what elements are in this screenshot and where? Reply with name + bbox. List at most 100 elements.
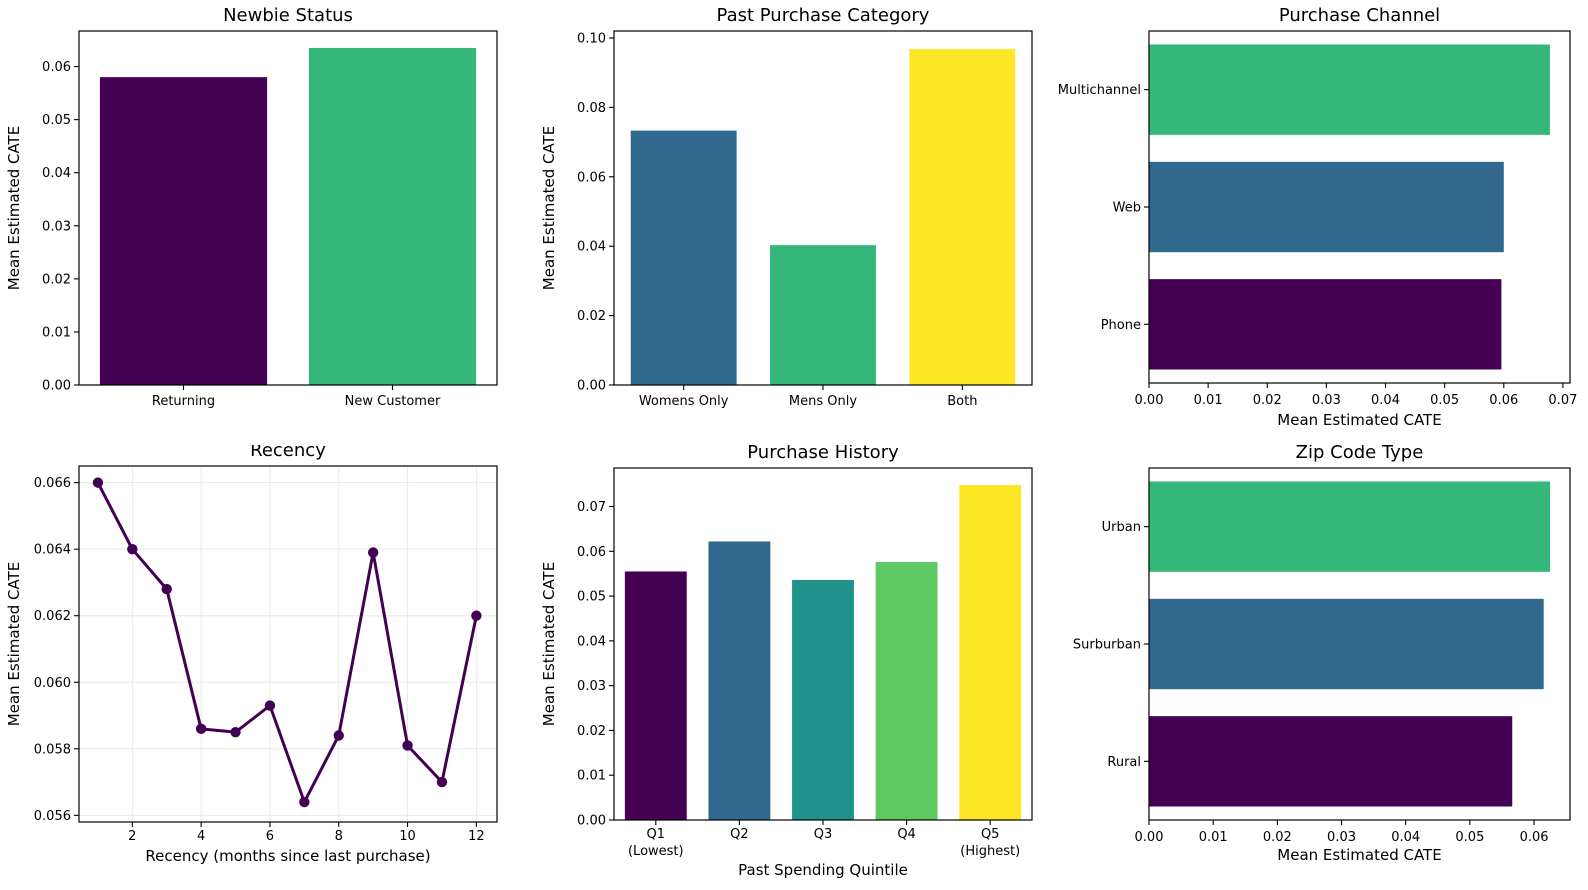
bar-womens-only [630, 130, 737, 385]
x-tick-label: Womens Only [639, 394, 729, 409]
x-tick-label: 0.05 [1455, 830, 1484, 845]
x-tick-label: 10 [399, 829, 416, 844]
x-tick-label: Q2 [730, 827, 749, 842]
y-tick-label: 0.03 [42, 219, 71, 234]
x-tick-label: 12 [468, 829, 485, 844]
y-axis-label: Mean Estimated CATE [5, 126, 23, 290]
bar-web [1149, 161, 1504, 253]
y-tick-label: 0.00 [577, 814, 606, 829]
y-tick-label: 0.066 [34, 476, 71, 491]
chart-svg-recency: 0.056 0.058 0.060 0.062 0.064 0.066 2 4 6 8 10 12 Re… [5, 445, 498, 865]
data-point-month-1 [92, 477, 104, 488]
data-point-month-11 [436, 776, 448, 788]
y-tick-label: 0.04 [577, 240, 606, 255]
x-tick-label: 0.02 [1253, 393, 1282, 408]
x-axis-label: Mean Estimated CATE [1277, 846, 1441, 864]
y-tick-label: 0.01 [577, 769, 606, 784]
bar-q5-highest [959, 485, 1022, 820]
x-tick-label: 8 [335, 829, 343, 844]
bar-urban [1149, 481, 1551, 572]
x-tick-label: 2 [128, 829, 136, 844]
y-axis-label: Mean Estimated CATE [540, 562, 558, 726]
y-tick-label: 0.060 [34, 676, 71, 691]
x-tick-label: Q4 [897, 827, 916, 842]
x-tick-label: 0.03 [1312, 393, 1341, 408]
y-tick-label: 0.03 [577, 679, 606, 694]
x-tick-label: 0.05 [1430, 393, 1459, 408]
y-tick-label: 0.06 [577, 545, 606, 560]
x-tick-label: (Highest) [960, 844, 1020, 859]
y-tick-label: 0.02 [577, 309, 606, 324]
x-axis-label: Past Spending Quintile [738, 861, 908, 879]
y-tick-label: 0.05 [42, 113, 71, 128]
x-tick-label: 0.06 [1489, 393, 1518, 408]
x-tick-label: Mens Only [789, 394, 857, 409]
chart-title: Recency [250, 445, 326, 461]
y-tick-label: 0.058 [34, 742, 71, 757]
y-tick-label: 0.064 [34, 543, 71, 558]
chart-past-purchase-category: 0.00 0.02 0.04 0.06 0.08 0.10 Womens Only Mens … [529, 0, 1058, 445]
chart-svg-newbie-status: 0.00 0.01 0.02 0.03 0.04 0.05 0.06 Returning New… [5, 5, 498, 409]
bar-new-customer [308, 47, 477, 385]
y-tick-label: 0.05 [577, 590, 606, 605]
chart-svg-purchase-channel: Multichannel Web Phone 0.00 0.01 0.02 0.03 0.04… [1058, 5, 1577, 429]
y-tick-label: 0.00 [42, 379, 71, 394]
chart-svg-zip-code-type: Urban Surburban Rural 0.00 0.01 0.02 0.03 0.04 0… [1073, 445, 1571, 864]
chart-recency: 0.056 0.058 0.060 0.062 0.064 0.066 2 4 6 8 10 12 Re… [0, 445, 529, 890]
data-point-month-2 [127, 543, 138, 555]
x-tick-label: Q5 [981, 827, 1000, 842]
chart-title: Purchase History [747, 445, 899, 463]
chart-newbie-status: 0.00 0.01 0.02 0.03 0.04 0.05 0.06 Returning New… [0, 0, 529, 445]
x-tick-label: 0.01 [1194, 393, 1223, 408]
y-tick-label: 0.10 [577, 31, 606, 46]
x-tick-label: 0.04 [1391, 830, 1420, 845]
data-point-month-9 [367, 547, 379, 558]
bar-rural [1149, 716, 1513, 807]
y-tick-label: 0.06 [42, 60, 71, 75]
bar-phone [1149, 279, 1502, 370]
x-tick-label: 0.00 [1135, 830, 1164, 845]
x-tick-label: 0.06 [1520, 830, 1549, 845]
x-tick-label: 0.00 [1135, 393, 1164, 408]
x-tick-label: 0.02 [1263, 830, 1292, 845]
data-point-month-6 [264, 700, 276, 711]
x-axis-label: Mean Estimated CATE [1277, 411, 1441, 429]
y-tick-label: Urban [1102, 520, 1141, 535]
y-tick-label: 0.04 [577, 634, 606, 649]
x-axis-label: Recency (months since last purchase) [145, 847, 430, 865]
data-point-month-5 [230, 726, 241, 738]
y-tick-label: Web [1113, 201, 1141, 216]
bar-q1-lowest [624, 571, 687, 820]
bar-mens-only [770, 245, 876, 385]
chart-purchase-history: 0.00 0.01 0.02 0.03 0.04 0.05 0.06 0.07 Q1 (Lowes… [529, 445, 1058, 890]
chart-title: Past Purchase Category [717, 5, 930, 26]
y-axis-label: Mean Estimated CATE [540, 126, 558, 290]
bar-multichannel [1149, 44, 1550, 135]
y-tick-label: Rural [1107, 755, 1141, 770]
y-tick-label: Phone [1101, 318, 1141, 333]
y-tick-label: 0.056 [34, 809, 71, 824]
plot-border [78, 30, 498, 386]
data-line [96, 481, 478, 804]
y-tick-label: 0.00 [577, 379, 606, 394]
bar-q3 [792, 579, 854, 820]
x-tick-label: 0.01 [1199, 830, 1228, 845]
bar-q4 [875, 562, 938, 820]
y-tick-label: 0.08 [577, 101, 606, 116]
chart-svg-past-purchase-category: 0.00 0.02 0.04 0.06 0.08 0.10 Womens Only Mens … [540, 5, 1033, 409]
data-point-month-12 [471, 610, 482, 621]
bar-both [909, 49, 1016, 385]
x-tick-label: 0.04 [1371, 393, 1400, 408]
y-tick-label: Surburban [1073, 638, 1141, 653]
bar-returning [99, 77, 268, 385]
chart-svg-purchase-history: 0.00 0.01 0.02 0.03 0.04 0.05 0.06 0.07 Q1 (Lowes… [540, 445, 1033, 879]
data-point-month-3 [161, 583, 172, 595]
bar-surburban [1149, 598, 1544, 690]
data-point-month-4 [195, 723, 207, 735]
data-point-month-10 [402, 740, 413, 751]
chart-title: Newbie Status [223, 5, 353, 26]
y-tick-label: 0.062 [34, 609, 71, 624]
y-tick-label: 0.07 [577, 500, 606, 515]
chart-purchase-channel: Multichannel Web Phone 0.00 0.01 0.02 0.03 0.04… [1058, 0, 1588, 445]
x-tick-label: 6 [266, 829, 274, 844]
